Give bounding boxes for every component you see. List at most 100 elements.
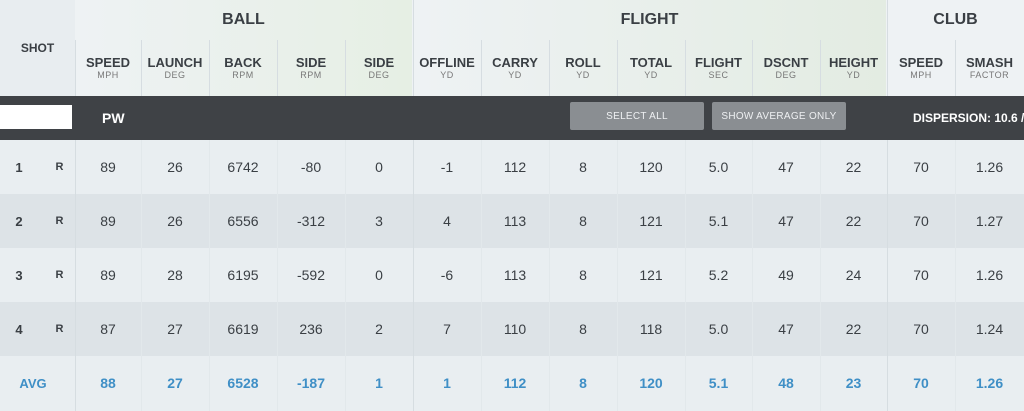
column-unit: YD (576, 70, 590, 80)
column-header-smash-factor[interactable]: SMASH FACTOR (955, 40, 1024, 96)
cell-club-speed: 70 (913, 267, 929, 283)
cell-back-spin: 6556 (227, 213, 259, 229)
cell-total: 120 (639, 159, 663, 175)
column-title: SPEED (85, 55, 131, 70)
club-label: PW (102, 110, 125, 126)
cell-height: 23 (845, 375, 862, 391)
table-row[interactable]: 1 R 89 26 6742 -80 0 -1 112 8 120 5.0 47 22 70 1.26 (0, 140, 1024, 194)
column-title: LAUNCH (147, 55, 203, 70)
cell-divider (141, 140, 142, 411)
show-average-only-button[interactable]: SHOW AVERAGE ONLY (712, 102, 846, 130)
column-title: FLIGHT (695, 55, 742, 70)
header-divider (277, 40, 278, 96)
cell-divider (955, 140, 956, 411)
column-unit: RPM (300, 70, 322, 80)
cell-ball-speed: 89 (100, 159, 116, 175)
cell-club-speed: 70 (913, 213, 929, 229)
cell-offline: 1 (443, 375, 451, 391)
header-divider (820, 40, 821, 96)
cell-back-spin: 6742 (227, 159, 259, 175)
select-all-button[interactable]: SELECT ALL (570, 102, 704, 130)
cell-side-angle: 1 (375, 375, 383, 391)
cell-launch: 26 (167, 159, 183, 175)
cell-carry: 113 (503, 213, 527, 229)
cell-side-angle: 3 (375, 213, 383, 229)
column-unit: DEG (775, 70, 797, 80)
handedness: R (55, 161, 64, 173)
cell-flight-time: 5.1 (708, 213, 729, 229)
column-title: SPEED (898, 55, 944, 70)
cell-height: 22 (845, 321, 862, 337)
header-divider (345, 40, 346, 96)
cell-carry: 110 (503, 321, 527, 337)
cell-smash-factor: 1.26 (975, 375, 1004, 391)
shot-header: SHOT (0, 0, 75, 96)
cell-carry: 113 (503, 267, 527, 283)
column-unit: FACTOR (969, 70, 1010, 80)
column-header-offline[interactable]: OFFLINE YD (413, 40, 481, 96)
column-header-club-speed[interactable]: SPEED MPH (887, 40, 955, 96)
average-row[interactable]: AVG 88 27 6528 -187 1 1 112 8 120 5.1 48 23 70 1.26 (0, 356, 1024, 411)
cell-side-angle: 0 (375, 267, 383, 283)
cell-smash-factor: 1.26 (975, 267, 1004, 283)
column-header-descent[interactable]: DSCNT DEG (752, 40, 820, 96)
column-header-launch[interactable]: LAUNCH DEG (141, 40, 209, 96)
cell-divider (617, 140, 618, 411)
cell-launch: 28 (167, 267, 183, 283)
cell-divider (345, 140, 346, 411)
body-divider (413, 140, 414, 411)
cell-roll: 8 (579, 267, 587, 283)
column-title: TOTAL (629, 55, 673, 70)
cell-side-spin: 236 (299, 321, 323, 337)
cell-descent: 47 (778, 321, 794, 337)
cell-divider (277, 140, 278, 411)
cell-flight-time: 5.0 (708, 321, 729, 337)
header-divider (481, 40, 482, 96)
header-divider (685, 40, 686, 96)
table-row[interactable]: 4 R 87 27 6619 236 2 7 110 8 118 5.0 47 22 70 1.24 (0, 302, 1024, 356)
header-divider (75, 40, 76, 96)
cell-ball-speed: 89 (100, 213, 116, 229)
cell-launch: 27 (167, 375, 183, 391)
cell-total: 120 (639, 375, 663, 391)
column-title: SMASH (966, 55, 1013, 70)
cell-club-speed: 70 (913, 321, 929, 337)
cell-descent: 48 (778, 375, 794, 391)
column-header-flight-time[interactable]: FLIGHT SEC (685, 40, 752, 96)
column-title: CARRY (492, 55, 538, 70)
cell-smash-factor: 1.24 (975, 321, 1004, 337)
handedness: R (55, 269, 64, 281)
cell-roll: 8 (579, 321, 587, 337)
cell-offline: -6 (440, 267, 454, 283)
body-divider (887, 140, 888, 411)
cell-offline: 4 (443, 213, 451, 229)
header-divider (413, 40, 414, 96)
cell-flight-time: 5.2 (708, 267, 729, 283)
column-unit: YD (508, 70, 522, 80)
handedness: R (55, 215, 64, 227)
column-header-ball-speed[interactable]: SPEED MPH (75, 40, 141, 96)
table-row[interactable]: 2 R 89 26 6556 -312 3 4 113 8 121 5.1 47 22 70 1.27 (0, 194, 1024, 248)
header-divider (887, 40, 888, 96)
column-header-total[interactable]: TOTAL YD (617, 40, 685, 96)
flight-group-title: FLIGHT (620, 11, 679, 28)
column-header-carry[interactable]: CARRY YD (481, 40, 549, 96)
column-unit: YD (846, 70, 861, 80)
cell-ball-speed: 89 (100, 267, 116, 283)
column-header-side-angle[interactable]: SIDE DEG (345, 40, 413, 96)
cell-side-spin: -592 (296, 267, 326, 283)
club-selector-box[interactable] (0, 105, 72, 129)
column-unit: SEC (708, 70, 729, 80)
table-row[interactable]: 3 R 89 28 6195 -592 0 -6 113 8 121 5.2 49 24 70 1.26 (0, 248, 1024, 302)
column-header-back-spin[interactable]: BACK RPM (209, 40, 277, 96)
cell-total: 118 (639, 321, 663, 337)
column-header-height[interactable]: HEIGHT YD (820, 40, 887, 96)
group-divider (413, 0, 414, 40)
cell-club-speed: 70 (913, 159, 929, 175)
cell-launch: 26 (167, 213, 183, 229)
cell-offline: -1 (440, 159, 454, 175)
column-header-side-spin[interactable]: SIDE RPM (277, 40, 345, 96)
column-unit: DEG (368, 70, 390, 80)
column-header-roll[interactable]: ROLL YD (549, 40, 617, 96)
